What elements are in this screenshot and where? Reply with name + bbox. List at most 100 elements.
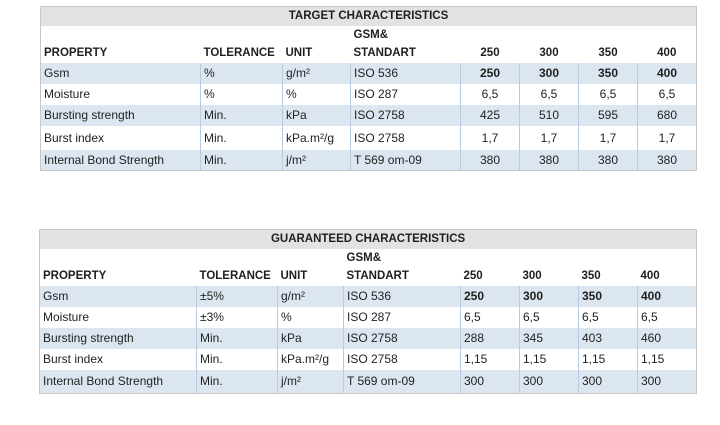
unit-cell: kPa.m²/g (282, 125, 351, 150)
value-cell: 350 (578, 285, 638, 307)
unit-header: UNIT (280, 270, 308, 282)
value-cell: 380 (519, 149, 579, 171)
unit-header: UNIT (285, 47, 313, 59)
table-row: Internal Bond Strength Min. j/m² T 569 o… (40, 149, 698, 171)
size-header: 350 (581, 270, 601, 282)
size-header: 250 (480, 47, 500, 59)
value-cell: 1,7 (519, 125, 579, 150)
value-cell: 288 (460, 327, 520, 349)
unit-cell: kPa (277, 327, 344, 349)
value-cell: 6,5 (460, 83, 520, 105)
gsm-header-line1: GSM& (353, 28, 389, 41)
value-cell: 6,5 (636, 306, 698, 328)
table-title: TARGET CHARACTERISTICS (39, 6, 698, 26)
value-cell: 345 (519, 327, 579, 349)
value-cell: 6,5 (460, 306, 520, 328)
property-header: PROPERTY (40, 43, 201, 63)
value-cell: 6,5 (519, 306, 579, 328)
table-row: Burst index Min. kPa.m²/g ISO 2758 1,7 1… (40, 125, 698, 150)
unit-cell: kPa.m²/g (277, 348, 344, 370)
table-row: Moisture % % ISO 287 6,5 6,5 6,5 6,5 (40, 83, 698, 105)
size-header: 300 (522, 270, 542, 282)
value-cell: 1,15 (460, 348, 520, 370)
value-cell: 300 (519, 62, 579, 84)
gsm-header-line1: GSM& (346, 251, 382, 264)
table-row: Bursting strength Min. kPa ISO 2758 425 … (40, 104, 698, 126)
value-cell: 6,5 (578, 83, 638, 105)
value-cell: 6,5 (578, 306, 638, 328)
value-cell: 595 (578, 104, 638, 126)
value-cell: 6,5 (636, 83, 698, 105)
value-cell: 1,15 (578, 348, 638, 370)
standard-cell: T 569 om-09 (350, 149, 461, 171)
value-cell: 400 (636, 62, 698, 84)
value-cell: 300 (460, 369, 520, 394)
unit-cell: g/m² (277, 285, 344, 307)
standard-cell: ISO 2758 (343, 348, 461, 370)
table-row: Internal Bond Strength Min. j/m² T 569 o… (39, 369, 698, 394)
table-row: Gsm % g/m² ISO 536 250 300 350 400 (40, 62, 698, 84)
value-cell: 6,5 (519, 83, 579, 105)
tolerance-cell: Min. (196, 348, 278, 370)
value-cell: 460 (636, 327, 698, 349)
standard-cell: ISO 2758 (343, 327, 461, 349)
standard-cell: ISO 536 (350, 62, 461, 84)
value-cell: 1,7 (460, 125, 520, 150)
table-title: GUARANTEED CHARACTERISTICS (38, 229, 698, 249)
tolerance-cell: ±5% (196, 285, 278, 307)
tolerance-header: TOLERANCE (203, 47, 275, 59)
tolerance-cell: ±3% (196, 306, 278, 328)
value-cell: 380 (578, 149, 638, 171)
guaranteed-characteristics-table: GUARANTEED CHARACTERISTICS GSM& PROPERTY… (38, 229, 698, 394)
value-cell: 250 (460, 62, 520, 84)
unit-cell: % (277, 306, 344, 328)
value-cell: 350 (578, 62, 638, 84)
value-cell: 380 (636, 149, 698, 171)
gsm-header-line2: STANDART (353, 47, 416, 59)
property-header: PROPERTY (39, 266, 197, 286)
value-cell: 300 (578, 369, 638, 394)
unit-cell: g/m² (282, 62, 351, 84)
standard-cell: ISO 536 (343, 285, 461, 307)
value-cell: 300 (636, 369, 698, 394)
standard-cell: ISO 2758 (350, 104, 461, 126)
unit-cell: j/m² (282, 149, 351, 171)
property-cell: Internal Bond Strength (40, 149, 201, 171)
value-cell: 1,7 (636, 125, 698, 150)
gsm-header-line2: STANDART (346, 270, 409, 282)
property-cell: Moisture (40, 83, 201, 105)
standard-cell: T 569 om-09 (343, 369, 461, 394)
value-cell: 380 (460, 149, 520, 171)
property-cell: Bursting strength (39, 327, 197, 349)
standard-cell: ISO 2758 (350, 125, 461, 150)
value-cell: 250 (460, 285, 520, 307)
tolerance-cell: Min. (200, 149, 283, 171)
property-cell: Internal Bond Strength (39, 369, 197, 394)
value-cell: 1,7 (578, 125, 638, 150)
tolerance-cell: Min. (200, 104, 283, 126)
tolerance-header: TOLERANCE (199, 270, 271, 282)
value-cell: 300 (519, 285, 579, 307)
value-cell: 1,15 (519, 348, 579, 370)
table-row: Bursting strength Min. kPa ISO 2758 288 … (39, 327, 698, 349)
standard-cell: ISO 287 (350, 83, 461, 105)
property-cell: Bursting strength (40, 104, 201, 126)
value-cell: 1,15 (636, 348, 698, 370)
property-cell: Burst index (39, 348, 197, 370)
tolerance-cell: Min. (200, 125, 283, 150)
property-cell: Moisture (39, 306, 197, 328)
value-cell: 425 (460, 104, 520, 126)
value-cell: 510 (519, 104, 579, 126)
size-header: 400 (637, 43, 698, 63)
value-cell: 300 (519, 369, 579, 394)
size-header: 350 (598, 47, 618, 59)
property-cell: Burst index (40, 125, 201, 150)
unit-cell: % (282, 83, 351, 105)
table-row: Burst index Min. kPa.m²/g ISO 2758 1,15 … (39, 348, 698, 370)
value-cell: 680 (636, 104, 698, 126)
property-cell: Gsm (39, 285, 197, 307)
tolerance-cell: % (200, 83, 283, 105)
tolerance-cell: % (200, 62, 283, 84)
size-header: 300 (539, 47, 559, 59)
value-cell: 403 (578, 327, 638, 349)
